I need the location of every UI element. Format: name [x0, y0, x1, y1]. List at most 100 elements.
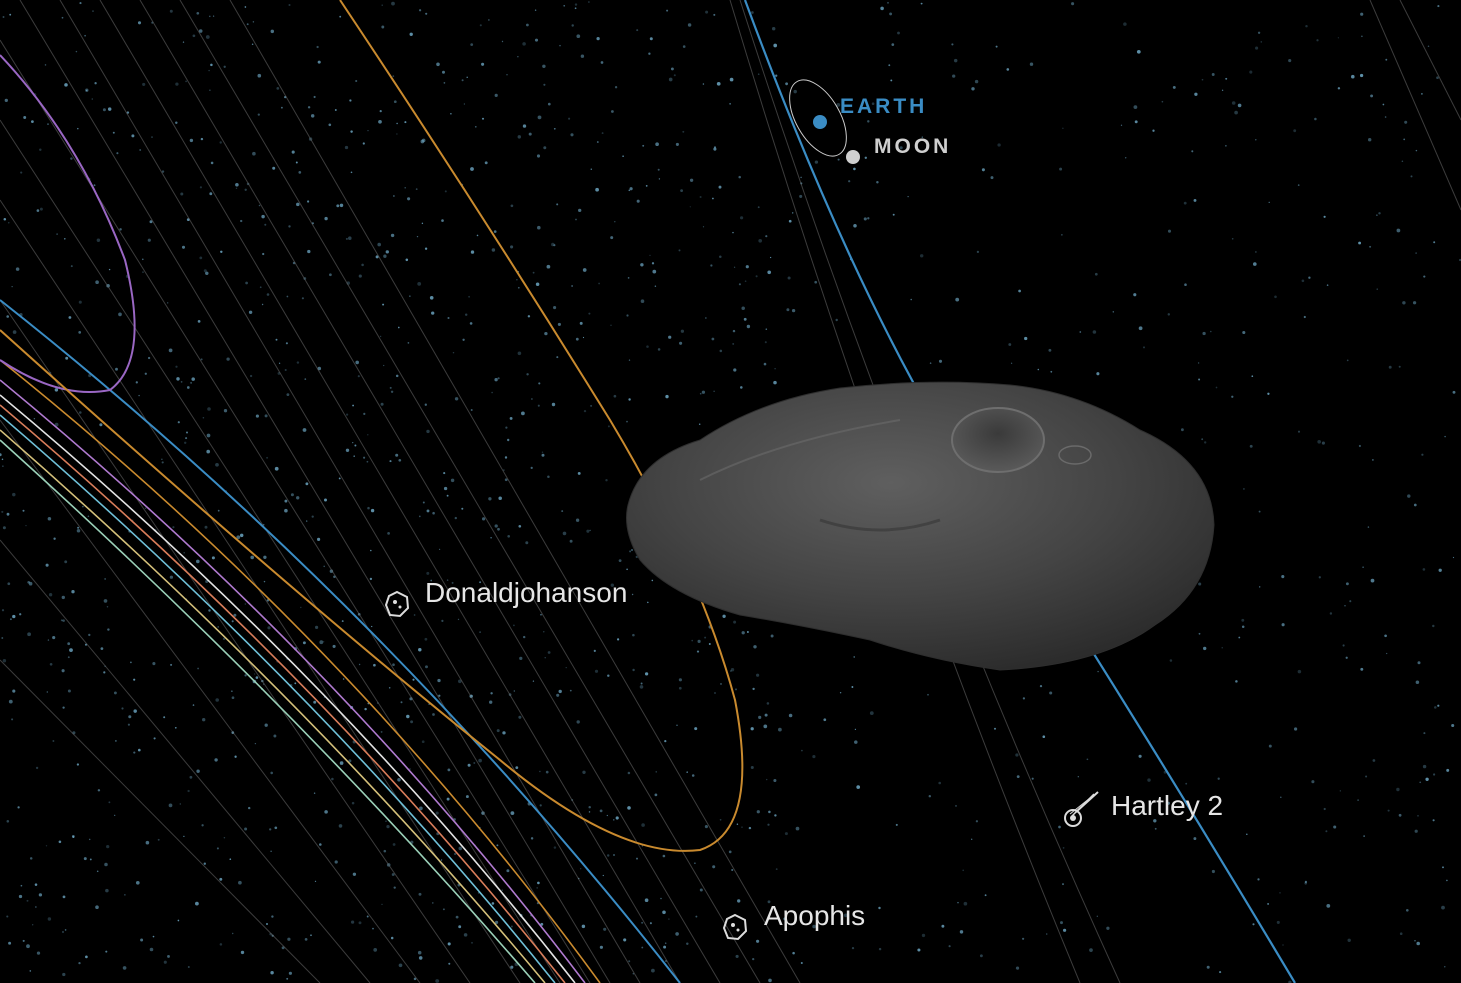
star [310, 114, 315, 118]
star [698, 423, 701, 426]
star [738, 283, 741, 286]
star [88, 633, 91, 637]
star [349, 99, 352, 102]
star [108, 801, 111, 804]
star [1183, 201, 1187, 205]
star [114, 814, 116, 816]
star [446, 579, 449, 581]
star [616, 638, 620, 641]
star [713, 13, 716, 16]
star [984, 894, 987, 897]
star [380, 730, 383, 733]
star [522, 42, 526, 46]
star [495, 920, 499, 924]
star [576, 720, 580, 724]
star [695, 915, 698, 918]
star [275, 338, 278, 341]
star [1326, 904, 1331, 908]
star [710, 264, 713, 267]
asteroid-icon[interactable] [383, 590, 411, 618]
star [135, 381, 138, 384]
star [358, 274, 362, 278]
star [372, 927, 374, 930]
star [719, 255, 722, 258]
earth-label[interactable]: EARTH [840, 95, 928, 118]
star [488, 497, 492, 501]
star [1321, 441, 1325, 445]
star [185, 437, 188, 440]
star [441, 619, 444, 623]
star [788, 713, 793, 718]
star [1433, 773, 1436, 776]
star [185, 80, 187, 83]
star [1423, 732, 1426, 735]
star [596, 36, 600, 41]
star [642, 144, 645, 147]
star [519, 656, 523, 661]
moon-label[interactable]: MOON [874, 135, 952, 158]
star [367, 434, 369, 436]
star [1219, 971, 1222, 974]
star [286, 295, 289, 298]
star [1022, 697, 1026, 700]
star [628, 398, 631, 401]
star [497, 527, 500, 531]
star [689, 178, 694, 182]
star [750, 765, 754, 770]
star [547, 651, 551, 654]
star [708, 643, 711, 645]
star [570, 133, 574, 137]
star [418, 515, 421, 518]
star [675, 932, 679, 936]
comet-icon[interactable] [1060, 788, 1102, 830]
star [686, 771, 688, 773]
star [537, 115, 542, 120]
star [1342, 644, 1345, 647]
star [1138, 326, 1143, 331]
star [1242, 487, 1245, 490]
star [253, 673, 256, 675]
star [489, 700, 493, 704]
star [382, 303, 385, 306]
star [876, 180, 879, 184]
star [355, 79, 358, 83]
star [938, 359, 943, 363]
star [1358, 444, 1361, 448]
star [294, 682, 297, 685]
star [284, 508, 288, 513]
asteroid-model[interactable] [626, 381, 1215, 671]
star [740, 386, 743, 389]
star [699, 195, 702, 199]
star [668, 77, 673, 82]
star [29, 970, 32, 972]
star [261, 214, 265, 219]
star [324, 216, 328, 221]
star [691, 774, 695, 777]
apophis-label[interactable]: Apophis [764, 900, 866, 931]
star [1323, 807, 1326, 811]
asteroid-icon[interactable] [721, 913, 749, 941]
star [741, 306, 745, 310]
star [1346, 359, 1349, 362]
star [78, 961, 81, 965]
earth-marker[interactable] [813, 115, 827, 129]
donaldjohanson-label[interactable]: Donaldjohanson [425, 577, 628, 608]
star [507, 534, 511, 538]
star [52, 740, 55, 742]
star [623, 938, 627, 942]
star [103, 671, 106, 674]
star [217, 626, 219, 628]
star [610, 583, 614, 587]
star [763, 724, 768, 729]
star [577, 471, 581, 475]
star [60, 619, 63, 622]
star [537, 881, 540, 885]
star [429, 295, 434, 300]
star [557, 322, 561, 326]
star [497, 377, 500, 380]
star [407, 197, 411, 201]
hartley2-label[interactable]: Hartley 2 [1111, 790, 1224, 821]
star [352, 404, 355, 407]
moon-marker[interactable] [846, 150, 860, 164]
